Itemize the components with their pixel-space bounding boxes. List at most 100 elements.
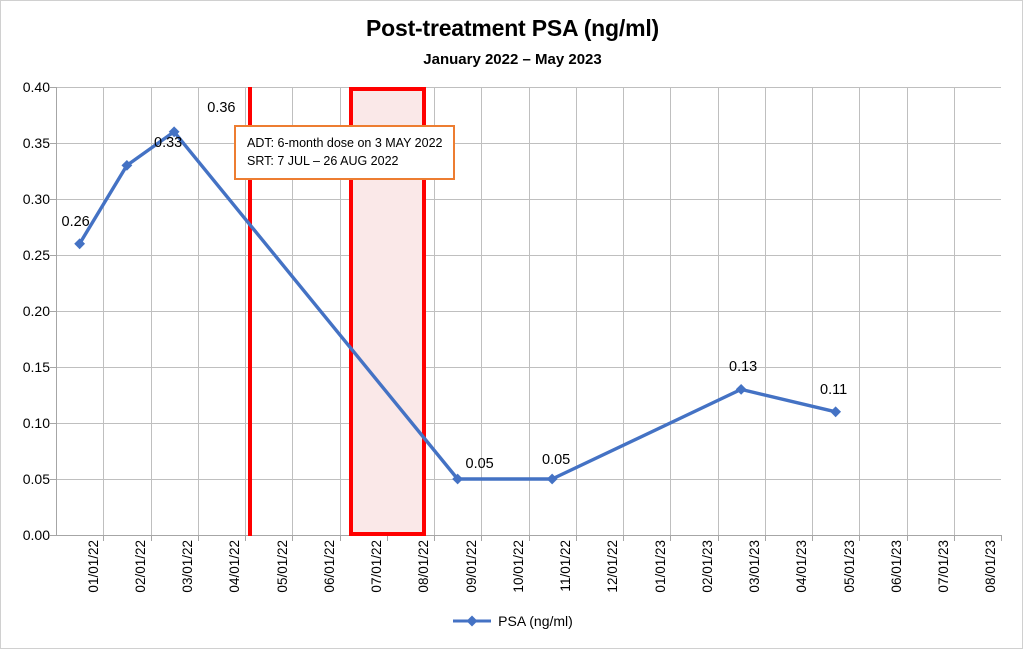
data-point-label: 0.05 [465, 456, 494, 472]
gridline-horizontal [56, 423, 1001, 424]
x-axis-tick [292, 536, 293, 541]
y-axis-tick-label: 0.10 [22, 415, 50, 431]
data-point-marker [121, 160, 133, 171]
x-axis-tick [245, 536, 246, 541]
x-axis-tick [434, 536, 435, 541]
x-axis-tick [387, 536, 388, 541]
x-axis-tick [151, 536, 152, 541]
x-axis-tick [623, 536, 624, 541]
x-axis-tick [812, 536, 813, 541]
y-axis-tick [50, 535, 56, 536]
data-point-label: 0.36 [207, 99, 236, 116]
gridline-horizontal [56, 255, 1001, 256]
x-axis-tick [954, 536, 955, 541]
x-axis-tick-label: 03/01/22 [180, 540, 195, 593]
x-axis-tick [529, 536, 530, 541]
gridline-vertical [340, 87, 341, 535]
data-point-marker [74, 238, 86, 250]
legend-label-psa: PSA (ng/ml) [498, 613, 573, 629]
gridline-vertical [954, 87, 955, 535]
y-axis: 0.00 0.05 0.10 0.15 0.20 0.25 0.30 0.35 0.40 [1, 79, 56, 543]
gridline-vertical [859, 87, 860, 535]
y-axis-tick [50, 479, 56, 480]
gridline-vertical [907, 87, 908, 535]
x-axis-tick [576, 536, 577, 541]
y-axis-tick-label: 0.15 [22, 359, 50, 375]
x-axis: 01/01/22 02/01/22 03/01/22 04/01/22 05/01/22… [56, 536, 1002, 606]
y-axis-tick-label: 0.25 [22, 247, 50, 263]
plot-area: 0.26 0.33 0.36 0.05 0.05 0.13 0.11 ADT: 6-mont… [56, 87, 1002, 536]
chart-subtitle: January 2022 – May 2023 [423, 51, 602, 68]
x-axis-tick-label: 01/01/23 [653, 540, 668, 593]
data-point-marker [546, 473, 558, 485]
x-axis-tick-label: 03/01/23 [747, 540, 762, 593]
annotation-line-srt: SRT: 7 JUL – 26 AUG 2022 [247, 154, 399, 169]
x-axis-tick-label: 04/01/23 [794, 540, 809, 593]
y-axis-tick [50, 423, 56, 424]
gridline-vertical [245, 87, 246, 535]
x-axis-tick-label: 02/01/23 [700, 540, 715, 593]
x-axis-tick-label: 06/01/22 [322, 540, 337, 593]
psa-series [74, 126, 842, 485]
y-axis-tick-label: 0.30 [22, 191, 50, 207]
y-axis-tick-label: 0.20 [22, 303, 50, 319]
gridline-vertical [103, 87, 104, 535]
y-axis-tick-label: 0.00 [22, 527, 50, 543]
y-axis-tick [50, 311, 56, 312]
y-axis-tick [50, 199, 56, 200]
x-axis-tick [718, 536, 719, 541]
x-axis-tick-label: 08/01/22 [416, 540, 431, 593]
gridline-vertical [151, 87, 152, 535]
x-axis-tick [1001, 536, 1002, 541]
x-axis-tick-label: 02/01/22 [133, 540, 148, 593]
x-axis-tick [340, 536, 341, 541]
gridline-vertical [670, 87, 671, 535]
x-axis-tick-label: 05/01/22 [275, 540, 290, 593]
data-point-label: 0.13 [729, 359, 758, 376]
x-axis-line [56, 535, 1002, 536]
x-axis-tick [907, 536, 908, 541]
data-point-marker [168, 126, 180, 138]
x-axis-tick-label: 09/01/22 [464, 540, 479, 593]
y-axis-tick-label: 0.40 [22, 79, 50, 95]
x-axis-tick-label: 11/01/22 [558, 540, 573, 592]
gridline-vertical [718, 87, 719, 535]
x-axis-tick-label: 01/01/22 [86, 540, 101, 593]
y-axis-tick-label: 0.05 [22, 471, 50, 487]
gridline-vertical [292, 87, 293, 535]
gridline-horizontal [56, 367, 1001, 368]
gridline-vertical [623, 87, 624, 535]
x-axis-tick-label: 07/01/23 [936, 540, 951, 593]
gridline-horizontal [56, 199, 1001, 200]
data-point-label: 0.11 [820, 381, 848, 398]
gridline-vertical [481, 87, 482, 535]
gridline-vertical [812, 87, 813, 535]
series-line-psa [77, 130, 838, 481]
data-point-label: 0.05 [542, 452, 571, 468]
x-axis-tick-label: 04/01/22 [227, 540, 242, 593]
y-axis-tick-label: 0.35 [22, 135, 50, 151]
gridline-vertical [198, 87, 199, 535]
gridline-horizontal [56, 311, 1001, 312]
x-axis-tick-label: 10/01/22 [511, 540, 526, 593]
data-point-label: 0.26 [61, 213, 90, 230]
chart-legend: PSA (ng/ml) [1, 613, 1022, 629]
x-axis-tick [670, 536, 671, 541]
x-axis-tick [765, 536, 766, 541]
treatment-annotation-callout: ADT: 6-month dose on 3 MAY 2022 SRT: 7 J… [234, 125, 456, 181]
y-axis-line [56, 87, 57, 536]
gridline-horizontal [56, 87, 1001, 88]
data-point-label: 0.33 [154, 135, 183, 152]
x-axis-tick [198, 536, 199, 541]
x-axis-tick-label: 08/01/23 [983, 540, 998, 593]
x-axis-tick-label: 12/01/22 [605, 540, 620, 593]
data-point-marker [735, 384, 747, 395]
gridline-vertical [529, 87, 530, 535]
x-axis-tick [859, 536, 860, 541]
x-axis-tick-label: 07/01/22 [369, 540, 384, 593]
chart-title: Post-treatment PSA (ng/ml) [366, 15, 659, 41]
y-axis-tick [50, 367, 56, 368]
y-axis-tick [50, 87, 56, 88]
gridline-vertical [576, 87, 577, 535]
